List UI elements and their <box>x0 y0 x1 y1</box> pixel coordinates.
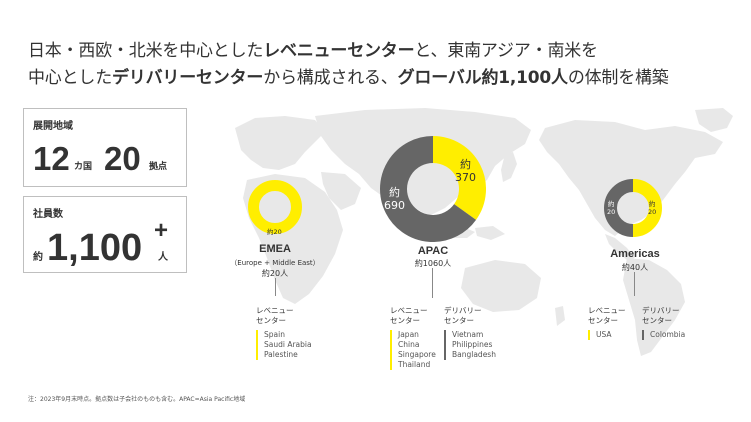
sites-unit: 拠点 <box>149 162 168 172</box>
americas-delivery-head: デリバリー センター <box>642 306 680 326</box>
emea-revenue-item: Spain <box>264 330 285 339</box>
headline-text: の体制を構築 <box>567 68 669 88</box>
americas-delivery-segment <box>604 179 634 237</box>
employees-plus: + <box>154 217 169 244</box>
apac-revenue-item: Singapore <box>398 350 436 359</box>
headline-global-count: グローバル約1,100人 <box>397 68 568 88</box>
headline-text: と、東南アジア・南米を <box>414 41 598 61</box>
employees-prefix: 約 <box>33 252 43 263</box>
apac-delivery-item: Philippines <box>452 340 493 349</box>
americas-revenue-label-value: 20 <box>648 208 657 216</box>
region-sub-emea: （Europe + Middle East） <box>230 259 320 267</box>
apac-delivery-item: Vietnam <box>452 330 484 339</box>
apac-revenue-label: 約 370 <box>455 158 476 184</box>
apac-delivery-head-1: デリバリー <box>444 306 482 315</box>
apac-delivery-label-value: 690 <box>384 199 405 212</box>
stat-label-regions: 展開地域 <box>33 121 73 132</box>
emea-revenue-segment <box>248 180 302 234</box>
apac-revenue-label-value: 370 <box>455 171 476 184</box>
stat-label-employees: 社員数 <box>33 209 63 220</box>
headline-delivery-center: デリバリーセンター <box>112 68 264 88</box>
americas-delivery-list: Colombia <box>642 330 685 340</box>
americas-revenue-head: レベニュー センター <box>588 306 626 326</box>
emea-revenue-head: レベニュー センター <box>256 306 294 326</box>
americas-delivery-label-prefix: 約 <box>607 200 615 208</box>
region-count-americas: 約40人 <box>621 263 649 272</box>
stat-box-employees: 社員数 約 1,100 + 人 <box>23 196 187 273</box>
americas-revenue-head-2: センター <box>588 316 618 325</box>
apac-revenue-head-1: レベニュー <box>390 306 428 315</box>
headline: 日本・西欧・北米を中心としたレベニューセンターと、東南アジア・南米を 中心とした… <box>28 38 728 92</box>
americas-delivery-head-1: デリバリー <box>642 306 680 315</box>
apac-delivery-list: Vietnam Philippines Bangladesh <box>444 330 496 360</box>
headline-line-1: 日本・西欧・北米を中心としたレベニューセンターと、東南アジア・南米を <box>28 38 728 65</box>
emea-revenue-head-1: レベニュー <box>256 306 294 315</box>
apac-revenue-head-2: センター <box>390 316 420 325</box>
apac-delivery-label-prefix: 約 <box>389 186 400 199</box>
donut-apac <box>380 136 486 242</box>
connector-line-apac <box>432 268 433 298</box>
apac-delivery-head: デリバリー センター <box>444 306 482 326</box>
americas-delivery-item: Colombia <box>650 330 686 339</box>
americas-revenue-list: USA <box>588 330 612 340</box>
region-count-apac: 約1060人 <box>414 259 452 268</box>
americas-revenue-label-prefix: 約 <box>648 200 656 208</box>
apac-revenue-item: Thailand <box>398 360 431 369</box>
americas-delivery-label-value: 20 <box>607 208 616 216</box>
region-name-emea: EMEA <box>259 243 291 255</box>
americas-revenue-label: 約 20 <box>648 200 656 216</box>
apac-revenue-label-prefix: 約 <box>460 158 471 171</box>
emea-revenue-list: Spain Saudi Arabia Palestine <box>256 330 312 360</box>
americas-delivery-head-2: センター <box>642 316 672 325</box>
emea-revenue-label: 約20 <box>267 228 282 236</box>
donut-emea <box>248 180 302 234</box>
americas-delivery-label: 約 20 <box>607 200 615 216</box>
stat-box-regions: 展開地域 12 カ国 20 拠点 <box>23 108 187 187</box>
footnote: 注：2023年9月末時点。拠点数は子会社のものも含む。APAC=Asia Pac… <box>28 396 246 403</box>
apac-delivery-segment <box>380 136 477 242</box>
emea-revenue-item: Saudi Arabia <box>264 340 312 349</box>
emea-revenue-head-2: センター <box>256 316 286 325</box>
apac-revenue-list: Japan China Singapore Thailand <box>390 330 436 370</box>
headline-text: 中心とした <box>28 68 112 88</box>
connector-line-americas <box>634 272 635 296</box>
region-name-americas: Americas <box>610 248 660 260</box>
apac-revenue-head: レベニュー センター <box>390 306 428 326</box>
apac-delivery-head-2: センター <box>444 316 474 325</box>
connector-line-emea <box>275 278 276 296</box>
emea-revenue-item: Palestine <box>264 350 298 359</box>
americas-revenue-segment <box>632 179 662 237</box>
headline-revenue-center: レベニューセンター <box>263 41 415 61</box>
headline-text: 日本・西欧・北米を中心とした <box>28 41 264 61</box>
americas-revenue-item: USA <box>596 330 612 339</box>
countries-unit: カ国 <box>74 162 93 172</box>
donut-americas <box>604 179 662 237</box>
americas-revenue-head-1: レベニュー <box>588 306 626 315</box>
headline-text: から構成される、 <box>263 68 398 88</box>
apac-delivery-item: Bangladesh <box>452 350 496 359</box>
employees-number: 1,100 <box>47 227 143 269</box>
employees-unit: 人 <box>158 252 168 263</box>
apac-revenue-item: China <box>398 340 420 349</box>
apac-delivery-label: 約 690 <box>384 186 405 212</box>
sites-number: 20 <box>104 140 141 177</box>
region-count-emea: 約20人 <box>261 269 289 278</box>
countries-number: 12 <box>33 140 70 177</box>
region-name-apac: APAC <box>417 245 449 257</box>
apac-revenue-segment <box>432 136 486 220</box>
headline-line-2: 中心としたデリバリーセンターから構成される、グローバル約1,100人の体制を構築 <box>28 65 728 92</box>
apac-revenue-item: Japan <box>398 330 419 339</box>
